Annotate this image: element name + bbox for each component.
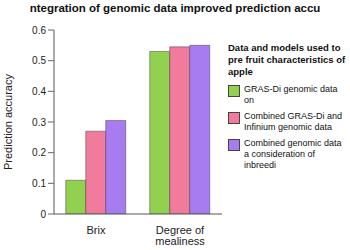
html-text:Combined GRAS-Di and Infinium: Combined GRAS-Di and Infinium genomic da… xyxy=(244,111,342,132)
svg-text:0: 0 xyxy=(40,209,46,220)
svg-text:Prediction accuracy: Prediction accuracy xyxy=(8,74,14,170)
svg-text:0.1: 0.1 xyxy=(32,178,46,189)
svg-text:0.4: 0.4 xyxy=(32,86,46,97)
svg-text:0.2: 0.2 xyxy=(32,147,46,158)
svg-text:0.5: 0.5 xyxy=(32,55,46,66)
svg-text:Degree ofmealiness: Degree ofmealiness xyxy=(155,224,205,247)
html-text:Combined genomic data a consid: Combined genomic data a consideration of… xyxy=(244,138,342,170)
html-text:GRAS-Di genomic data on: GRAS-Di genomic data on xyxy=(244,84,338,105)
svg-text:Brix: Brix xyxy=(87,224,106,236)
svg-text:0.6: 0.6 xyxy=(32,25,46,36)
html-text:Data and models used to pre fr: Data and models used to pre fruit charac… xyxy=(228,42,346,77)
svg-text:0.3: 0.3 xyxy=(32,117,46,128)
html-text:ntegration of genomic data imp: ntegration of genomic data improved pred… xyxy=(29,2,321,14)
